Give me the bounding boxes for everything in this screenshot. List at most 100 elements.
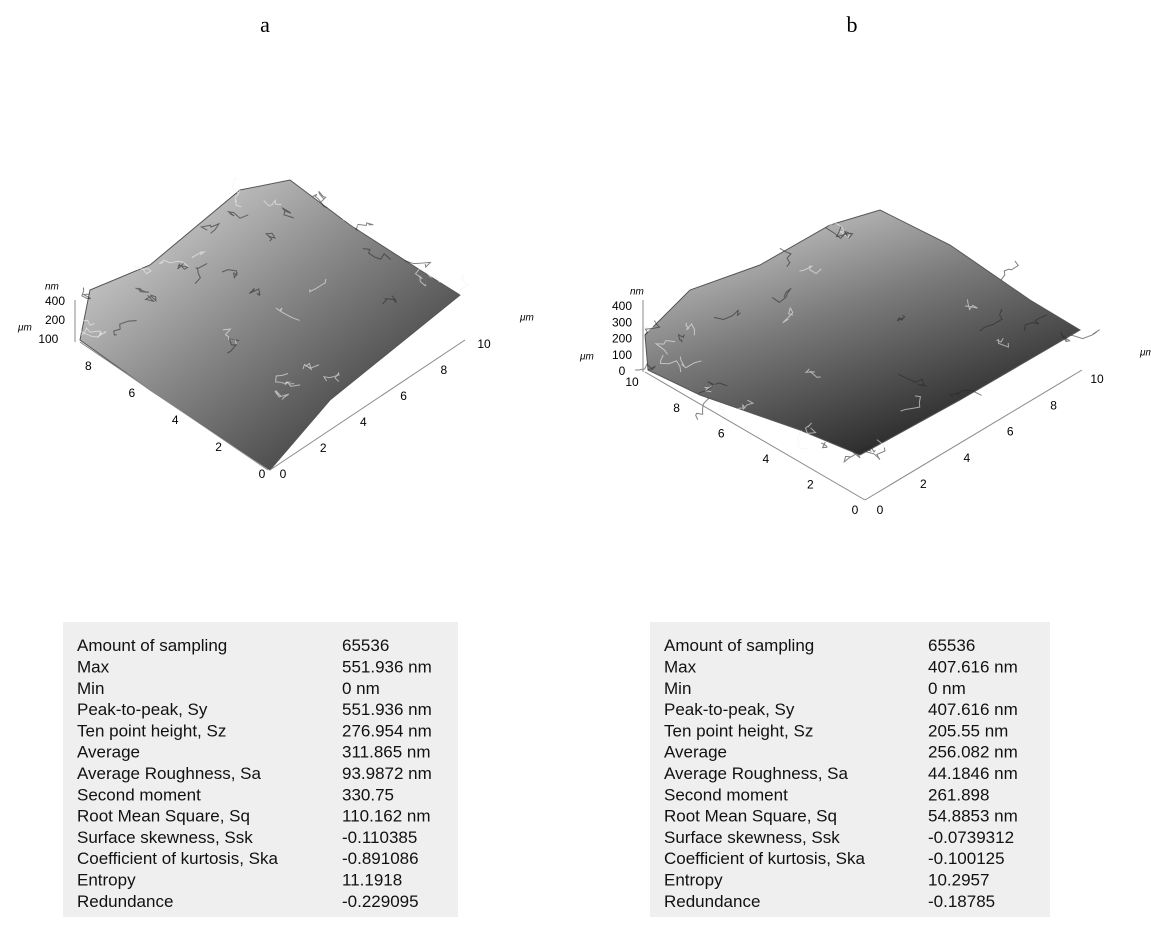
axis-tick-label: 2 xyxy=(215,440,222,454)
row-key: Second moment xyxy=(77,785,201,804)
panel-label: b xyxy=(847,12,858,37)
row-key: Average xyxy=(77,743,140,762)
xy-unit: μm xyxy=(519,313,534,324)
row-value: -0.229095 xyxy=(342,892,419,911)
surface-texture xyxy=(1001,261,1018,280)
row-value: -0.100125 xyxy=(928,849,1005,868)
row-key: Peak-to-peak, Sy xyxy=(77,700,208,719)
panel-label: a xyxy=(260,12,270,37)
row-key: Entropy xyxy=(664,871,723,890)
axis-tick-label: 2 xyxy=(320,441,327,455)
axis-tick-label: 6 xyxy=(128,386,135,400)
axis-tick-label: 4 xyxy=(172,413,179,427)
row-value: 65536 xyxy=(342,636,389,655)
z-tick-label: 200 xyxy=(45,313,65,327)
row-value: 256.082 nm xyxy=(928,743,1018,762)
row-key: Average Roughness, Sa xyxy=(77,764,262,783)
axis-tick-label: 8 xyxy=(673,401,680,415)
z-unit: nm xyxy=(630,287,644,298)
axis-tick-label: 6 xyxy=(400,389,407,403)
axis-tick-label: 6 xyxy=(1007,425,1014,439)
row-value: -0.0739312 xyxy=(928,828,1014,847)
figure: a108642002468100200400nmμmμmAmount of sa… xyxy=(0,0,1151,947)
row-key: Ten point height, Sz xyxy=(664,721,813,740)
z-tick-label: 100 xyxy=(612,348,632,362)
surface xyxy=(80,180,460,470)
axis-tick-label: 0 xyxy=(852,503,859,517)
row-value: -0.110385 xyxy=(342,828,417,847)
row-key: Second moment xyxy=(664,785,788,804)
surface xyxy=(645,210,1080,455)
row-key: Peak-to-peak, Sy xyxy=(664,700,795,719)
surface-texture xyxy=(460,275,468,295)
surface-texture xyxy=(232,177,239,193)
z-tick-label: 0 xyxy=(619,364,626,378)
row-key: Amount of sampling xyxy=(664,636,814,655)
row-value: 0 nm xyxy=(928,679,966,698)
axis-tick-label: 4 xyxy=(762,452,769,466)
row-value: 44.1846 nm xyxy=(928,764,1018,783)
row-value: 261.898 xyxy=(928,785,989,804)
row-key: Redundance xyxy=(77,892,173,911)
axis-tick-label: 2 xyxy=(807,478,814,492)
row-value: 0 nm xyxy=(342,679,380,698)
row-value: 407.616 nm xyxy=(928,700,1018,719)
row-value: 54.8853 nm xyxy=(928,807,1018,826)
row-value: 276.954 nm xyxy=(342,721,432,740)
row-key: Surface skewness, Ssk xyxy=(664,828,840,847)
axis-tick-label: 0 xyxy=(877,503,884,517)
row-value: 10.2957 xyxy=(928,871,989,890)
row-key: Max xyxy=(664,657,697,676)
z-tick-label: 0 xyxy=(52,332,59,346)
row-key: Entropy xyxy=(77,871,136,890)
z-tick-label: 400 xyxy=(612,299,632,313)
axis-tick-label: 8 xyxy=(440,363,447,377)
row-key: Root Mean Square, Sq xyxy=(664,807,837,826)
row-value: 311.865 nm xyxy=(342,743,431,762)
row-key: Redundance xyxy=(664,892,760,911)
row-value: 330.75 xyxy=(342,785,394,804)
axis-tick-label: 4 xyxy=(963,451,970,465)
xy-unit: μm xyxy=(579,352,594,363)
row-value: 551.936 nm xyxy=(342,657,432,676)
row-value: 65536 xyxy=(928,636,975,655)
xy-unit: μm xyxy=(17,323,32,334)
axis-tick-label: 8 xyxy=(85,359,92,373)
axis-tick-label: 0 xyxy=(280,467,287,481)
axis-tick-label: 0 xyxy=(259,467,266,481)
axis-tick-label: 10 xyxy=(38,332,52,346)
z-tick-label: 400 xyxy=(45,294,65,308)
row-key: Ten point height, Sz xyxy=(77,721,226,740)
row-key: Max xyxy=(77,657,110,676)
row-key: Surface skewness, Ssk xyxy=(77,828,253,847)
axis-tick-label: 6 xyxy=(718,426,725,440)
row-value: -0.891086 xyxy=(342,849,419,868)
axis-tick-label: 2 xyxy=(920,477,927,491)
axis-tick-label: 10 xyxy=(625,375,639,389)
row-value: 93.9872 nm xyxy=(342,764,432,783)
row-key: Average Roughness, Sa xyxy=(664,764,849,783)
surface-texture xyxy=(798,431,808,449)
row-key: Coefficient of kurtosis, Ska xyxy=(664,849,865,868)
row-key: Root Mean Square, Sq xyxy=(77,807,250,826)
surface-texture xyxy=(696,398,709,420)
row-value: 11.1918 xyxy=(342,871,402,890)
row-value: 551.936 nm xyxy=(342,700,432,719)
row-key: Min xyxy=(77,679,104,698)
axis-tick-label: 10 xyxy=(477,337,491,351)
row-key: Amount of sampling xyxy=(77,636,227,655)
row-key: Coefficient of kurtosis, Ska xyxy=(77,849,278,868)
row-value: 110.162 nm xyxy=(342,807,431,826)
surface-texture xyxy=(821,442,827,448)
z-unit: nm xyxy=(45,282,59,293)
row-value: -0.18785 xyxy=(928,892,995,911)
row-value: 407.616 nm xyxy=(928,657,1018,676)
z-tick-label: 200 xyxy=(612,332,632,346)
axis-tick-label: 8 xyxy=(1050,398,1057,412)
row-key: Min xyxy=(664,679,691,698)
row-value: 205.55 nm xyxy=(928,721,1008,740)
row-key: Average xyxy=(664,743,727,762)
z-tick-label: 300 xyxy=(612,315,632,329)
axis-tick-label: 4 xyxy=(360,415,367,429)
axis-tick-label: 10 xyxy=(1090,372,1104,386)
